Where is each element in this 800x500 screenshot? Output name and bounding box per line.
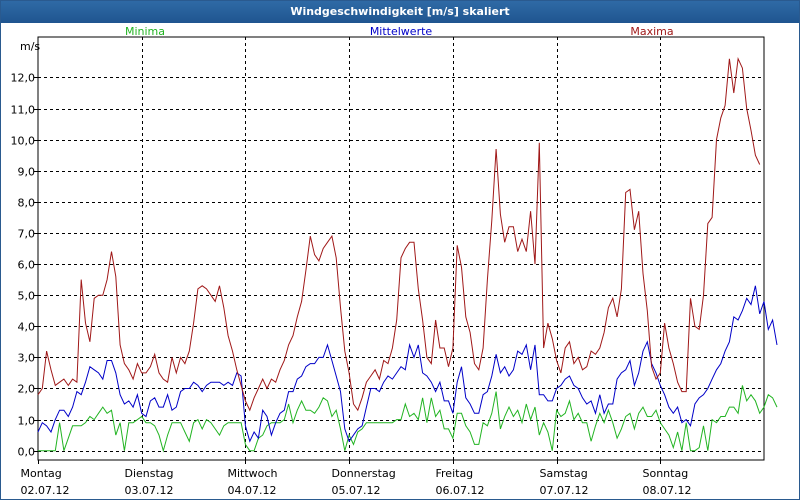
series-line-min <box>38 385 778 453</box>
x-tick-label-date: 08.07.12 <box>643 484 692 497</box>
grid-lines <box>38 37 764 460</box>
y-tick-label: 9,0 <box>18 166 36 179</box>
x-tick-label-day: Dienstag <box>125 467 174 480</box>
legend-max: Maxima <box>630 25 673 38</box>
y-tick-label: 12,0 <box>11 72 36 85</box>
x-tick-label-date: 06.07.12 <box>436 484 485 497</box>
series-line-mean <box>37 285 778 443</box>
y-tick-label: 10,0 <box>11 135 36 148</box>
y-tick-label: 5,0 <box>18 290 36 303</box>
x-tick-label-date: 02.07.12 <box>21 484 70 497</box>
y-axis-label: m/s <box>20 40 40 53</box>
plot-frame <box>37 36 765 461</box>
y-tick-label: 11,0 <box>11 104 36 117</box>
y-tick-label: 0,0 <box>18 446 36 459</box>
x-tick-label-day: Sonntag <box>643 467 689 480</box>
x-tick-label-date: 04.07.12 <box>228 484 277 497</box>
x-tick-label-date: 07.07.12 <box>540 484 589 497</box>
x-tick-label-date: 05.07.12 <box>332 484 381 497</box>
x-tick-label-date: 03.07.12 <box>125 484 174 497</box>
y-axis-ticks: 0,0 1,0 2,0 3,0 4,0 5,0 6,0 7,0 8,0 9,0 10,0 11,0 12… <box>11 72 38 459</box>
y-tick-label: 8,0 <box>18 197 36 210</box>
x-tick-label-day: Freitag <box>436 467 474 480</box>
y-tick-label: 4,0 <box>18 321 36 334</box>
series-line-max <box>37 57 761 412</box>
window-title: Windgeschwindigkeit [m/s] skaliert <box>1 1 799 23</box>
y-tick-label: 7,0 <box>18 228 36 241</box>
x-tick-label-day: Mittwoch <box>228 467 278 480</box>
y-tick-label: 1,0 <box>18 415 36 428</box>
y-tick-label: 6,0 <box>18 259 36 272</box>
legend-min: Minima <box>125 25 165 38</box>
x-tick-label-day: Montag <box>21 467 62 480</box>
y-tick-label: 2,0 <box>18 383 36 396</box>
series-lines <box>37 57 778 453</box>
legend: Minima Mittelwerte Maxima <box>125 25 674 38</box>
y-tick-label: 3,0 <box>18 352 36 365</box>
x-axis-ticks: Montag 02.07.12 Dienstag 03.07.12 Mittwoch 04… <box>21 460 692 497</box>
legend-mean: Mittelwerte <box>370 25 433 38</box>
x-tick-label-day: Donnerstag <box>332 467 396 480</box>
x-tick-label-day: Samstag <box>540 467 588 480</box>
